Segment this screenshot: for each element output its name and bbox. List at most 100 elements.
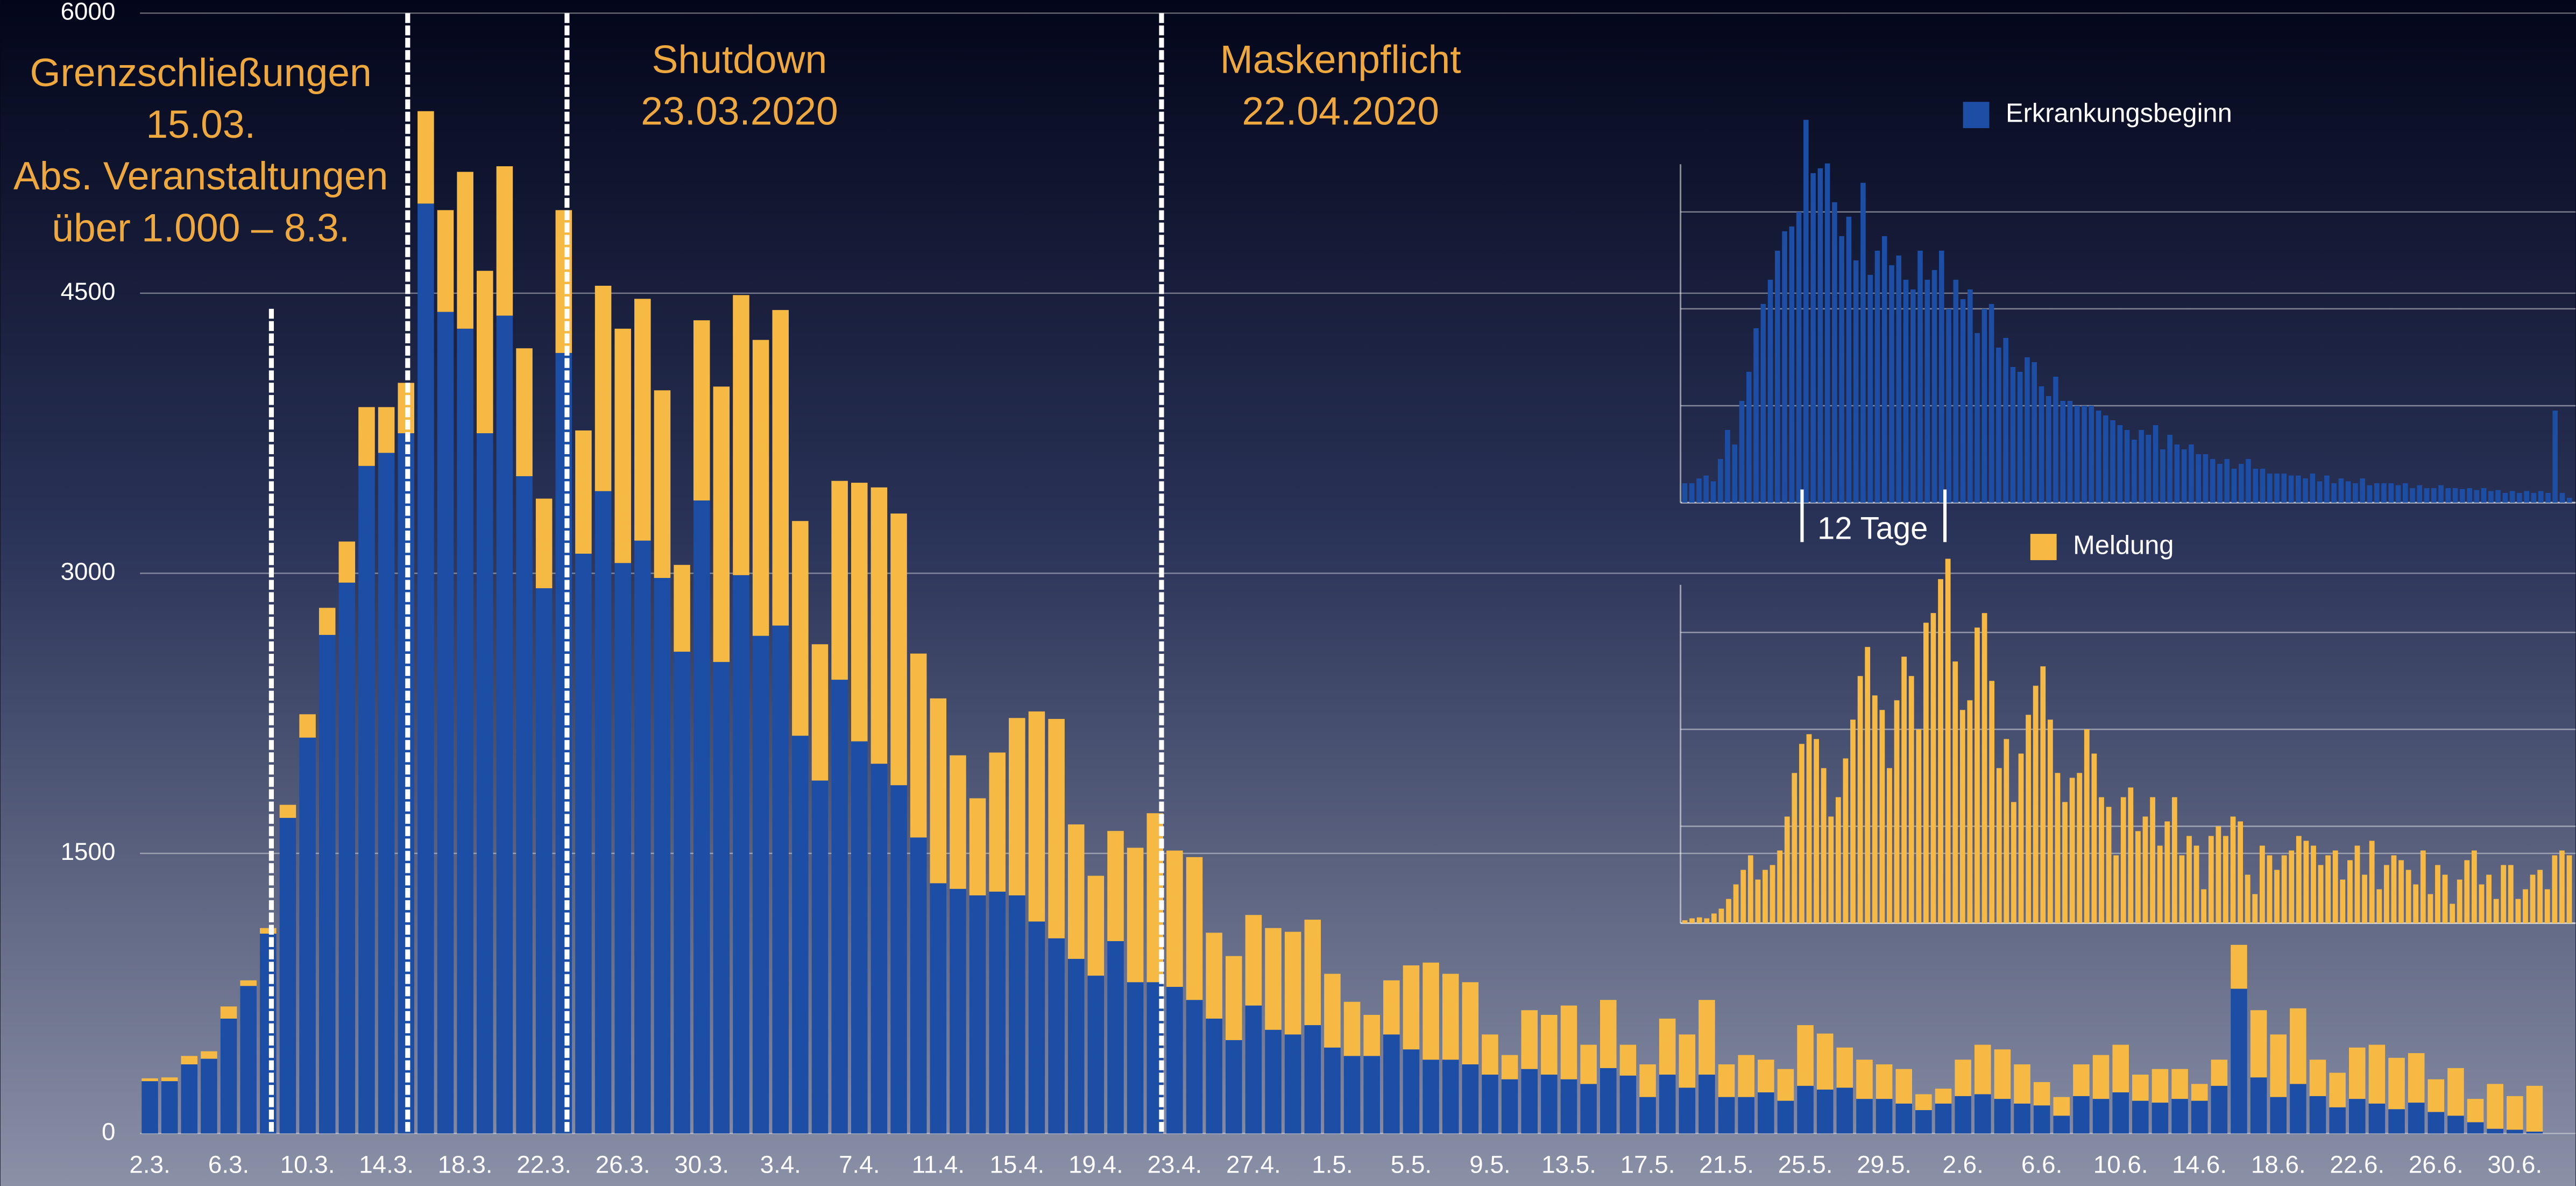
bar-segment: [2250, 1077, 2267, 1134]
bar-segment: [1423, 962, 1439, 1060]
bar-segment: [890, 513, 907, 786]
bar-segment: [1009, 718, 1025, 895]
inset-bar: [2032, 362, 2037, 503]
x-tick-label: 21.5.: [1699, 1150, 1754, 1178]
inset-bar: [2117, 425, 2123, 503]
inset-bar: [2003, 337, 2008, 503]
inset-bar: [2481, 488, 2487, 503]
bar-segment: [1028, 711, 1045, 922]
inset-bar: [2025, 357, 2030, 503]
inset-bar: [1903, 279, 1909, 503]
bar-segment: [1738, 1097, 1754, 1134]
inset-bar: [1857, 676, 1863, 923]
inset-bar: [1718, 908, 1724, 923]
bar-segment: [1403, 1049, 1420, 1134]
bar-segment: [2092, 1055, 2110, 1099]
bar-segment: [1206, 1018, 1222, 1134]
bar-segment: [1758, 1060, 1774, 1092]
inset-bar: [1850, 719, 1856, 923]
inset-bar: [2479, 884, 2485, 923]
inset-bar: [1689, 483, 1695, 503]
inset-bar: [2376, 889, 2382, 923]
bar-segment: [1343, 1001, 1361, 1056]
inset-bar: [2217, 464, 2223, 503]
inset-bar: [2537, 870, 2543, 923]
bar-segment: [792, 736, 809, 1134]
bar-segment: [1541, 1014, 1558, 1075]
bar-segment: [1521, 1069, 1538, 1134]
inset-bar: [2082, 406, 2087, 503]
inset-bar: [1689, 918, 1695, 923]
bar-segment: [1048, 719, 1065, 938]
inset-bar: [2099, 797, 2104, 923]
inset-bar: [2524, 491, 2529, 503]
inset-bar: [1996, 768, 2002, 923]
bar-segment: [1659, 1075, 1676, 1134]
inset-bar: [1967, 700, 1973, 923]
x-tick-label: 18.6.: [2251, 1150, 2306, 1178]
inset-bar: [2231, 469, 2237, 503]
x-tick-label: 22.3.: [516, 1150, 571, 1178]
bar-segment: [811, 780, 829, 1134]
inset-bar: [2347, 860, 2353, 923]
inset-bar: [1908, 676, 1914, 923]
inset-bar: [2445, 488, 2451, 503]
bar-segment: [2368, 1103, 2386, 1134]
inset-bar: [2174, 444, 2180, 503]
inset-bar: [2267, 855, 2273, 923]
inset-bar: [2381, 483, 2387, 503]
inset-bar: [1696, 917, 1702, 923]
bar-segment: [1226, 956, 1242, 1040]
bar-segment: [181, 1064, 198, 1134]
inset-bar: [2331, 483, 2337, 503]
bar-segment: [1777, 1069, 1794, 1101]
bar-segment: [1324, 973, 1341, 1048]
inset-bar: [2146, 435, 2152, 503]
inset-bar: [2260, 469, 2266, 503]
bar-segment: [1423, 1060, 1439, 1134]
bar-segment: [2014, 1103, 2030, 1134]
inset-bar: [2410, 488, 2415, 503]
bar-segment: [930, 883, 947, 1134]
bar-segment: [733, 575, 749, 1134]
inset-bar: [2193, 845, 2199, 923]
inset-bar: [2566, 498, 2572, 503]
inset-bar: [1860, 182, 1866, 503]
bar-segment: [477, 433, 493, 1134]
x-tick-label: 5.5.: [1391, 1150, 1432, 1178]
bar-segment: [477, 271, 493, 434]
inset-bar: [2488, 491, 2494, 503]
inset-bar: [2150, 797, 2155, 923]
bar-segment: [1324, 1047, 1341, 1134]
x-tick-label: 6.6.: [2021, 1150, 2062, 1178]
bar-segment: [1186, 857, 1203, 1000]
bar-segment: [2428, 1112, 2445, 1134]
inset-bar: [1770, 865, 1775, 923]
inset-bar: [2167, 435, 2172, 503]
inset-bar: [1975, 333, 1980, 503]
inset-bar: [2074, 406, 2080, 503]
inset-bar: [2230, 816, 2236, 923]
bar-segment: [141, 1078, 158, 1082]
inset-bar: [2435, 865, 2440, 923]
bar-segment: [2014, 1064, 2030, 1104]
bar-segment: [319, 608, 336, 635]
bar-segment: [2033, 1082, 2050, 1106]
bar-segment: [1009, 895, 1025, 1134]
inset-bar: [1843, 758, 1849, 923]
inset-bar: [1946, 308, 1951, 503]
bar-segment: [220, 1006, 237, 1019]
inset-bar: [1711, 913, 1717, 923]
inset-bar: [1717, 459, 1723, 503]
inset-bar: [2110, 420, 2115, 503]
x-tick-label: 30.6.: [2487, 1150, 2542, 1178]
bar-segment: [634, 540, 651, 1134]
bar-segment: [1975, 1094, 1991, 1134]
inset-bar: [2060, 400, 2065, 503]
bar-segment: [1245, 915, 1262, 1006]
inset-bar: [2508, 865, 2514, 923]
inset-bar: [1939, 250, 1944, 503]
bar-segment: [201, 1058, 217, 1134]
bar-segment: [535, 498, 553, 589]
